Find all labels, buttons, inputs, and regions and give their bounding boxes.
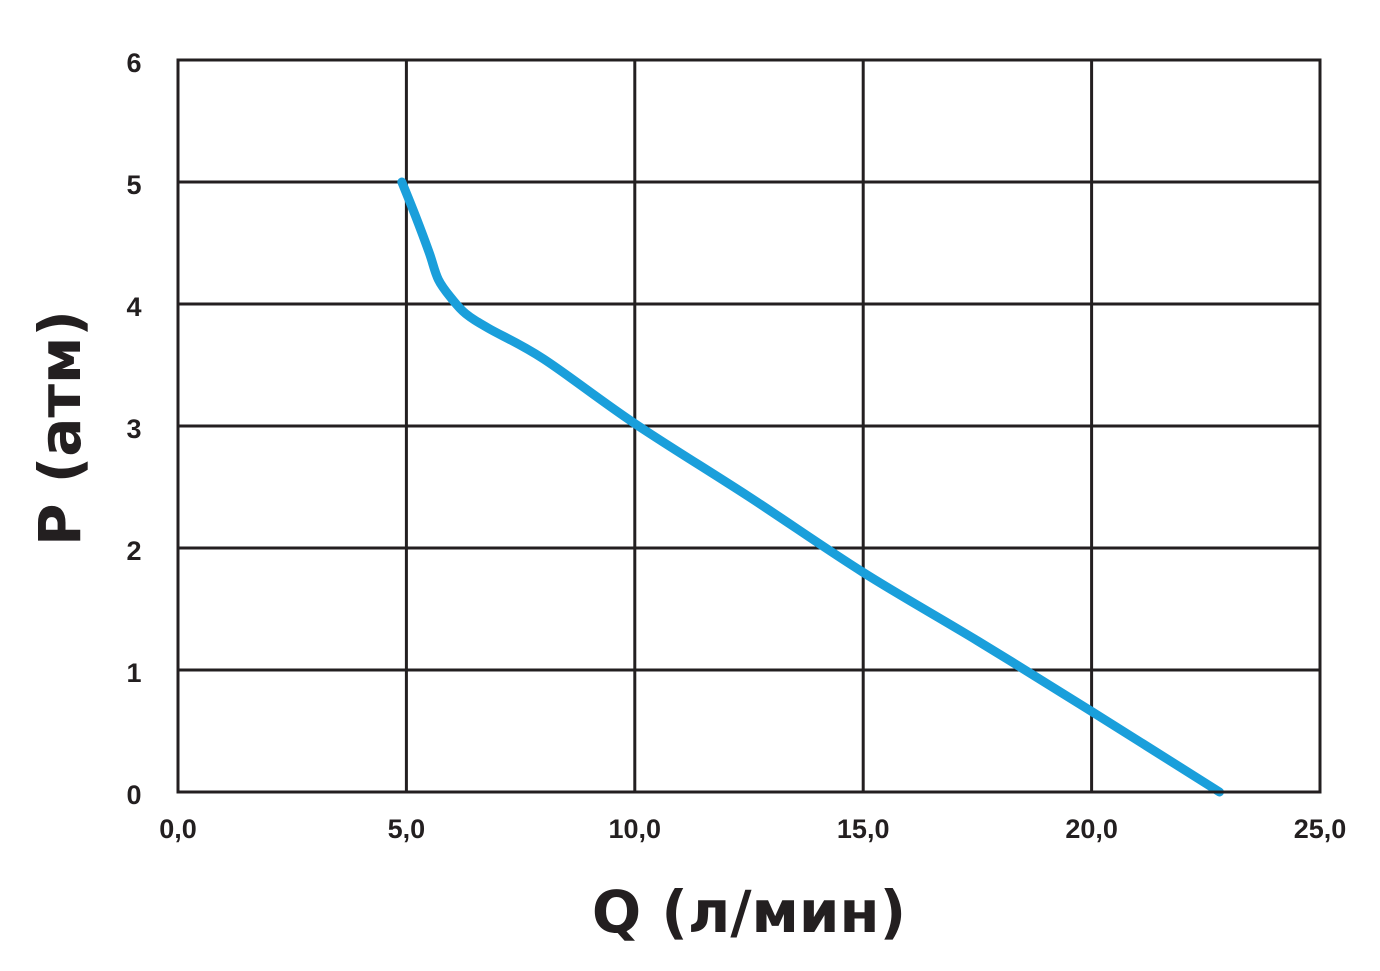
y-tick-label: 0: [126, 780, 141, 810]
series-line: [397, 177, 1224, 797]
y-tick-label: 6: [126, 48, 141, 78]
y-tick-label: 3: [126, 414, 141, 444]
y-tick-label: 5: [126, 170, 141, 200]
x-tick-label: 5,0: [388, 814, 426, 844]
x-tick-label: 10,0: [609, 814, 662, 844]
x-tick-label: 15,0: [837, 814, 890, 844]
y-tick-label: 1: [126, 658, 141, 688]
x-tick-label: 25,0: [1294, 814, 1347, 844]
y-tick-label: 4: [126, 292, 141, 322]
x-tick-label: 20,0: [1065, 814, 1118, 844]
x-tick-labels: 0,0 5,0 10,0 15,0 20,0 25,0: [159, 814, 1346, 844]
y-axis-label: P (атм): [26, 310, 94, 546]
plot-frame: [176, 58, 1322, 794]
series-layer: [397, 177, 1224, 797]
grid: [176, 58, 1322, 794]
x-axis-label: Q (л/мин): [592, 878, 906, 946]
x-tick-label: 0,0: [159, 814, 197, 844]
y-tick-label: 2: [126, 536, 141, 566]
y-tick-labels: 0 1 2 3 4 5 6: [126, 48, 141, 810]
